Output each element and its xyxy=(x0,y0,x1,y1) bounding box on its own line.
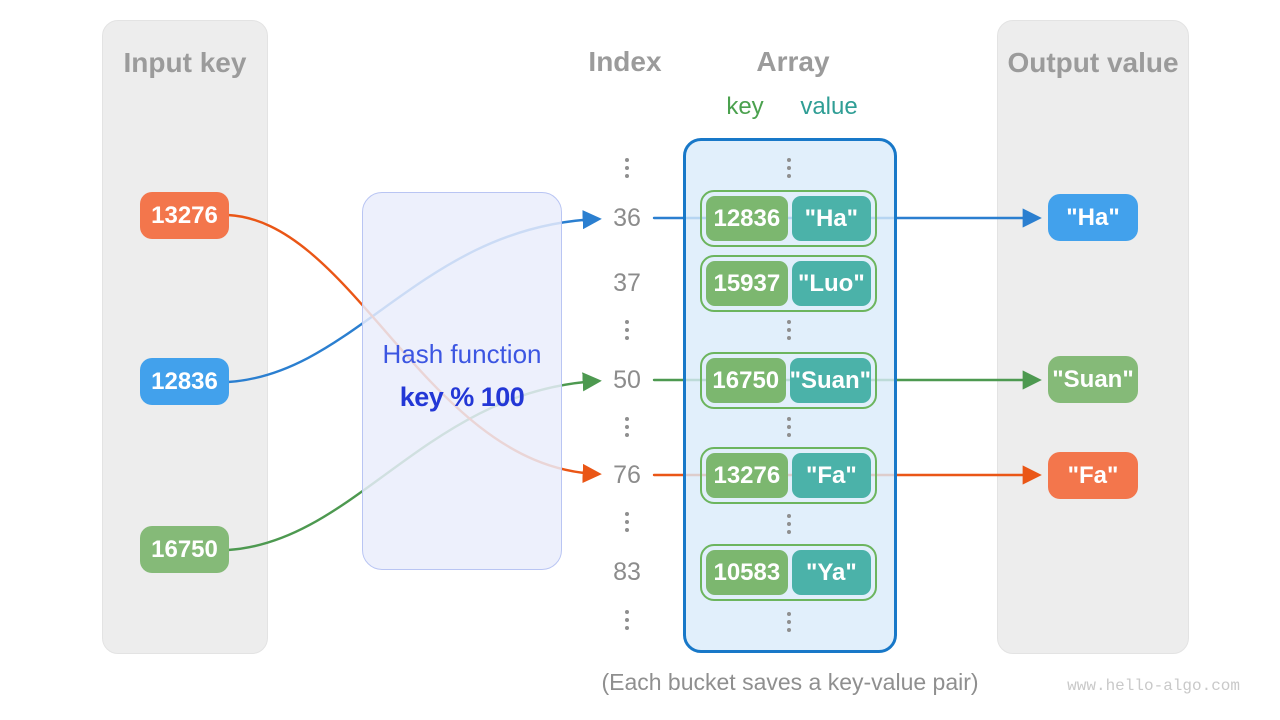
bucket-value: "Ha" xyxy=(791,196,871,241)
ellipsis-dots xyxy=(625,512,629,532)
bucket-row: 13276 "Fa" xyxy=(700,447,877,504)
bucket-value: "Fa" xyxy=(791,453,871,498)
index-36: 36 xyxy=(613,204,641,232)
ellipsis-dots xyxy=(787,417,791,437)
hash-function-label: Hash function xyxy=(382,339,542,369)
value-header: value xyxy=(800,93,858,120)
input-key-12836: 12836 xyxy=(140,358,229,405)
input-key-13276: 13276 xyxy=(140,192,229,239)
hash-formula: key % 100 xyxy=(399,382,525,412)
index-76: 76 xyxy=(613,461,641,489)
output-value-suan: "Suan" xyxy=(1048,356,1138,403)
diagram-caption: (Each bucket saves a key-value pair) xyxy=(601,669,979,695)
ellipsis-dots xyxy=(625,320,629,340)
bucket-key: 16750 xyxy=(706,358,786,403)
ellipsis-dots xyxy=(787,612,791,632)
bucket-key: 15937 xyxy=(706,261,788,306)
bucket-value: "Ya" xyxy=(791,550,871,595)
ellipsis-dots xyxy=(625,417,629,437)
array-column-title: Array xyxy=(756,46,830,77)
input-key-16750: 16750 xyxy=(140,526,229,573)
bucket-row: 12836 "Ha" xyxy=(700,190,877,247)
bucket-key: 12836 xyxy=(706,196,788,241)
index-37: 37 xyxy=(613,269,641,297)
bucket-value: "Suan" xyxy=(789,358,871,403)
ellipsis-dots xyxy=(625,610,629,630)
index-50: 50 xyxy=(613,366,641,394)
input-key-title: Input key xyxy=(123,47,247,78)
ellipsis-dots xyxy=(625,158,629,178)
ellipsis-dots xyxy=(787,158,791,178)
bucket-value: "Luo" xyxy=(791,261,871,306)
site-watermark: www.hello-algo.com xyxy=(1067,677,1240,695)
bucket-key: 13276 xyxy=(706,453,788,498)
bucket-row: 10583 "Ya" xyxy=(700,544,877,601)
hash-function-box: Hash function key % 100 xyxy=(362,192,562,570)
output-value-title: Output value xyxy=(1007,47,1179,78)
output-value-panel: Output value xyxy=(997,20,1189,654)
index-column-title: Index xyxy=(588,46,662,77)
key-header: key xyxy=(726,93,764,120)
bucket-row: 16750 "Suan" xyxy=(700,352,877,409)
bucket-row: 15937 "Luo" xyxy=(700,255,877,312)
index-83: 83 xyxy=(613,558,641,586)
ellipsis-dots xyxy=(787,320,791,340)
output-value-fa: "Fa" xyxy=(1048,452,1138,499)
ellipsis-dots xyxy=(787,514,791,534)
output-value-ha: "Ha" xyxy=(1048,194,1138,241)
bucket-key: 10583 xyxy=(706,550,788,595)
